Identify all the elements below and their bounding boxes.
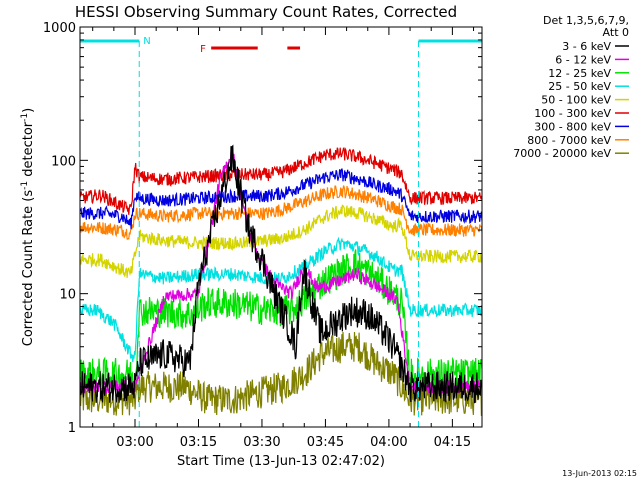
legend-label: 6 - 12 keV (555, 53, 611, 66)
series-line (80, 331, 482, 417)
plot-frame (79, 26, 483, 428)
series-line (80, 144, 482, 404)
legend-label: 7000 - 20000 keV (513, 147, 611, 160)
legend-label: 300 - 800 keV (534, 120, 611, 133)
legend-label: 800 - 7000 keV (527, 134, 611, 147)
x-tick-label: 03:00 (116, 435, 153, 450)
series-line (80, 185, 482, 240)
x-tick-label: 03:15 (180, 435, 217, 450)
legend-label: 12 - 25 keV (548, 67, 611, 80)
footer-timestamp: 13-Jun-2013 02:15 (562, 469, 637, 478)
y-tick-label: 100 (51, 154, 76, 169)
series-line (80, 148, 482, 396)
x-tick-label: 04:15 (434, 435, 471, 450)
legend-label: 100 - 300 keV (534, 107, 611, 120)
y-tick-label: 1 (68, 421, 76, 436)
series-line (80, 146, 482, 215)
series-line (80, 236, 482, 363)
y-axis-label: Corrected Count Rate (s-1 detector-1) (20, 108, 36, 346)
legend-header-att: Att 0 (603, 26, 629, 39)
flare-label: F (200, 44, 206, 55)
legend-header: Det 1,3,5,6,7,9, (543, 14, 629, 27)
night-label: N (143, 36, 150, 47)
y-tick-label: 1000 (43, 21, 76, 36)
x-tick-label: 04:00 (370, 435, 407, 450)
series-line (80, 167, 482, 229)
legend-label: 3 - 6 keV (562, 40, 611, 53)
x-tick-label: 03:45 (307, 435, 344, 450)
chart-title: HESSI Observing Summary Count Rates, Cor… (75, 3, 457, 21)
x-axis-label: Start Time (13-Jun-13 02:47:02) (177, 454, 385, 469)
x-tick-label: 03:30 (243, 435, 280, 450)
series-line (80, 204, 482, 278)
y-tick-label: 10 (59, 288, 76, 303)
legend-label: 50 - 100 keV (541, 94, 611, 107)
legend-label: 25 - 50 keV (548, 80, 611, 93)
